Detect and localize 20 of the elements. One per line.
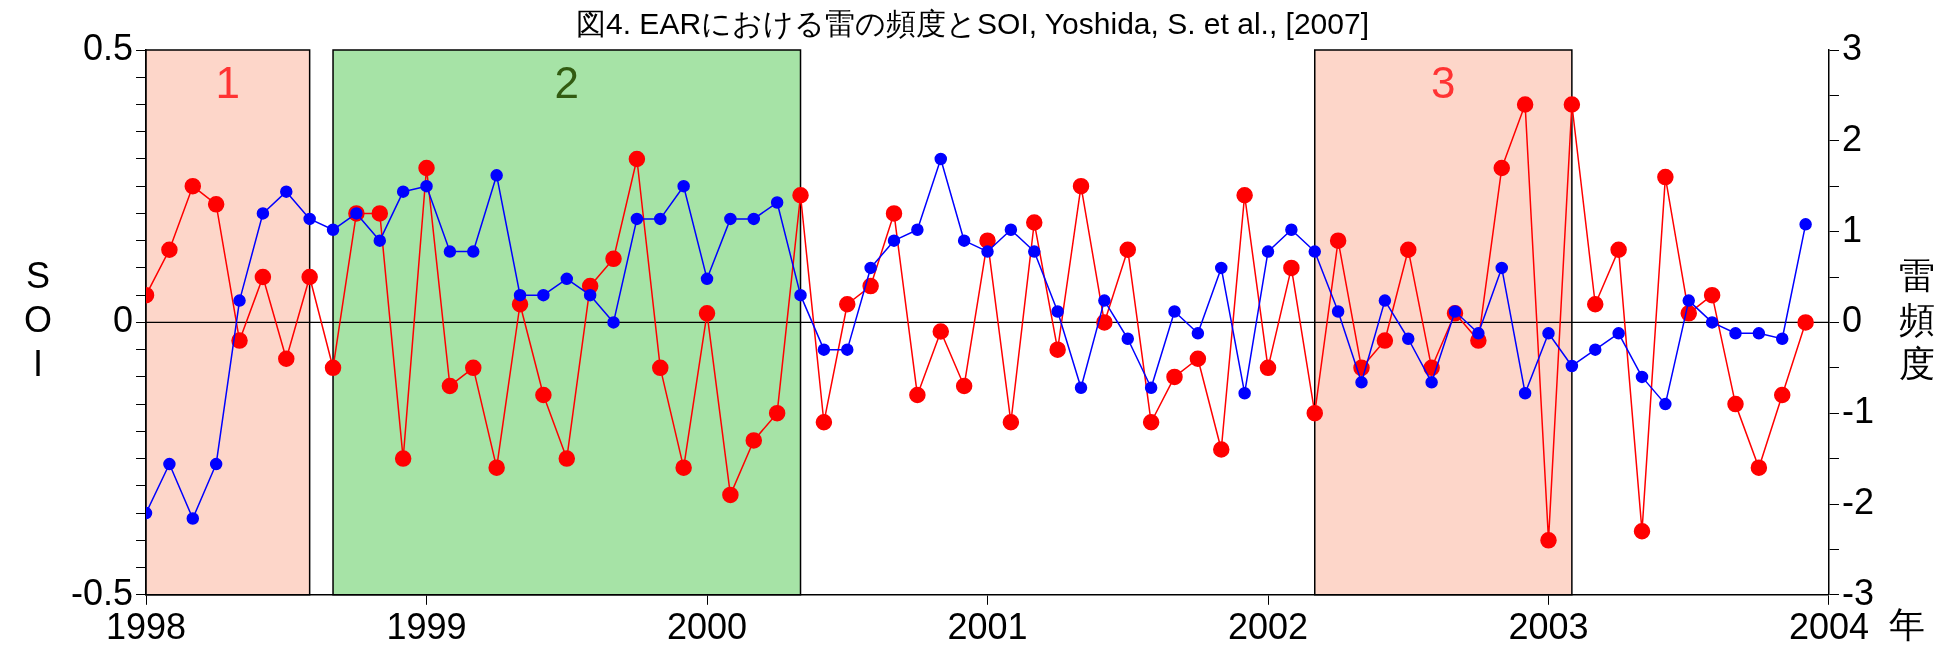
band-label: 2 (554, 58, 580, 108)
chart-title: 図4. EARにおける雷の頻度とSOI, Yoshida, S. et al., [2007] (576, 7, 1369, 41)
band-label: 1 (215, 58, 241, 108)
x-tick-label: 2000 (666, 606, 748, 648)
y2-tick-label: -1 (1841, 390, 1875, 432)
band-label: 3 (1431, 58, 1456, 108)
x-tick-label: 1999 (386, 606, 467, 648)
x-tick-label: 2002 (1227, 606, 1309, 648)
y-axis-title: SOI (23, 255, 53, 385)
y2-tick-label: -2 (1841, 480, 1875, 522)
y2-tick-label: 1 (1841, 208, 1863, 250)
x-tick-label: 2003 (1508, 606, 1589, 648)
y-tick-label: 0 (113, 299, 134, 341)
x-tick-label: 2001 (947, 606, 1028, 648)
y2-tick-label: 3 (1841, 26, 1863, 68)
y-tick-label: 0.5 (82, 26, 134, 68)
y2-tick-label: 0 (1841, 299, 1863, 341)
y2-tick-label: 2 (1841, 117, 1863, 159)
x-axis-title: 年 (1888, 603, 1925, 645)
y2-axis-title: 雷頻度 (1899, 255, 1935, 385)
